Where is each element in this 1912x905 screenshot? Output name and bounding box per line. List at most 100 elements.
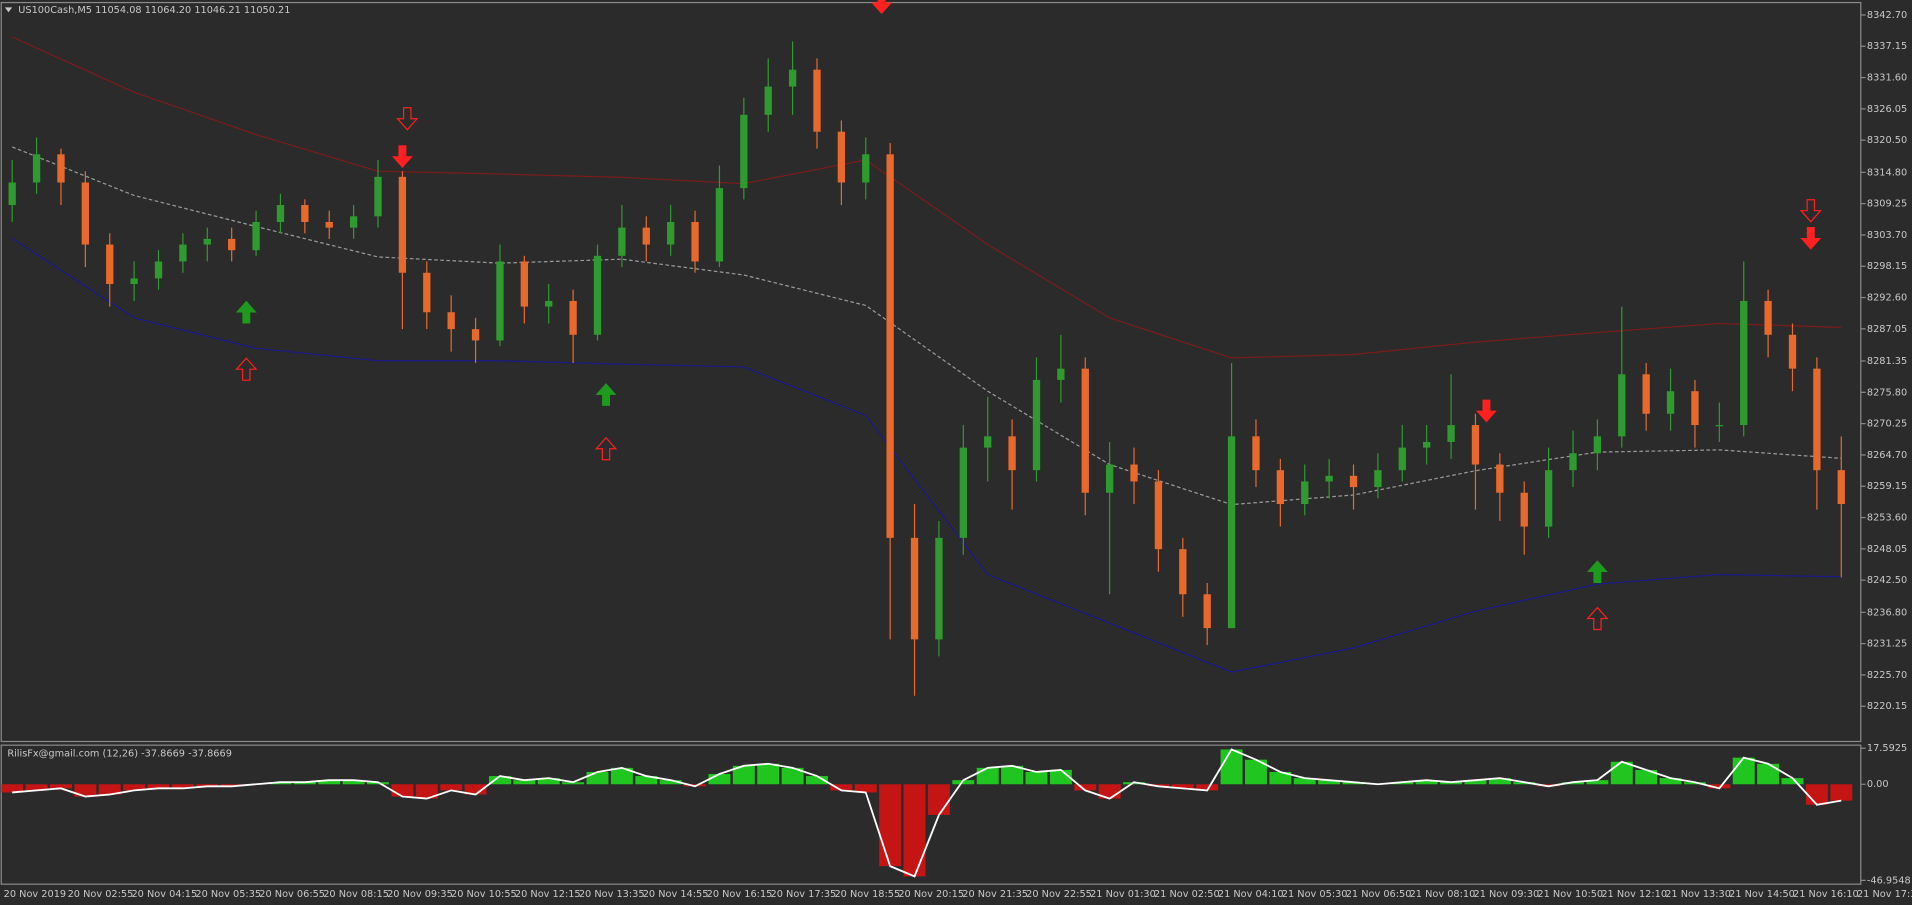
x-tick-label: 21 Nov 02:50 bbox=[1154, 889, 1220, 900]
signal-arrow bbox=[235, 357, 258, 381]
candle-body bbox=[935, 537, 943, 640]
candle-body bbox=[1154, 481, 1163, 550]
candle-body bbox=[1105, 464, 1114, 493]
signal-arrow bbox=[1800, 227, 1822, 250]
candle-body bbox=[984, 436, 992, 448]
candle-body bbox=[154, 261, 163, 279]
candle-body bbox=[57, 154, 65, 183]
x-tick-label: 21 Nov 10:50 bbox=[1537, 889, 1603, 900]
signal-arrow bbox=[396, 107, 419, 131]
candle-body bbox=[1544, 470, 1553, 527]
menu-triangle[interactable] bbox=[4, 7, 13, 13]
x-tick-label: 20 Nov 20:15 bbox=[898, 889, 964, 900]
candle-body bbox=[349, 216, 358, 228]
y-tick-label: 8320.50 bbox=[1867, 135, 1907, 146]
histogram-bar bbox=[98, 784, 121, 795]
y-tick-label: 8331.60 bbox=[1867, 73, 1907, 84]
histogram-bar bbox=[659, 780, 682, 785]
y-tick-label: 17.5925 bbox=[1867, 743, 1907, 754]
candle-body bbox=[398, 176, 407, 273]
histogram-bar bbox=[1293, 778, 1316, 785]
histogram-bar bbox=[1708, 784, 1731, 789]
candle-body bbox=[106, 244, 114, 285]
candle-body bbox=[520, 261, 528, 307]
candle-body bbox=[1032, 379, 1041, 471]
candle-body bbox=[179, 244, 187, 262]
candle-body bbox=[1423, 441, 1431, 448]
histogram-bar bbox=[1635, 769, 1658, 785]
y-tick-label: 8231.25 bbox=[1867, 639, 1907, 650]
histogram-bar bbox=[1171, 784, 1194, 789]
candle-body bbox=[642, 227, 650, 245]
histogram-bar bbox=[1, 784, 24, 793]
candle-body bbox=[496, 261, 504, 341]
x-tick-label: 21 Nov 14:50 bbox=[1729, 889, 1795, 900]
x-tick-label: 20 Nov 12:15 bbox=[515, 889, 581, 900]
histogram-bar bbox=[830, 784, 853, 791]
candle-body bbox=[32, 154, 41, 183]
x-tick-label: 21 Nov 09:30 bbox=[1474, 889, 1540, 900]
histogram-bar bbox=[1562, 782, 1584, 785]
x-tick-label: 20 Nov 16:15 bbox=[707, 889, 773, 900]
candle-body bbox=[325, 221, 333, 228]
candle-body bbox=[1179, 549, 1187, 595]
candle-body bbox=[1276, 470, 1285, 505]
x-tick-label: 20 Nov 10:55 bbox=[451, 889, 517, 900]
histogram-bar bbox=[123, 784, 146, 791]
candle-body bbox=[959, 447, 967, 538]
histogram-bar bbox=[220, 784, 243, 787]
x-tick-label: 20 Nov 05:35 bbox=[195, 889, 261, 900]
histogram-bar bbox=[635, 776, 658, 785]
x-tick-label: 21 Nov 05:30 bbox=[1282, 889, 1348, 900]
histogram-bar bbox=[1488, 778, 1511, 785]
histogram-bar bbox=[440, 784, 463, 791]
candle-body bbox=[1227, 436, 1236, 629]
signal-arrow bbox=[1475, 399, 1497, 423]
y-tick-label: 8337.15 bbox=[1867, 41, 1907, 52]
y-tick-label: 8270.25 bbox=[1867, 419, 1907, 430]
candle-body bbox=[1349, 475, 1358, 488]
y-tick-label: 8287.05 bbox=[1867, 324, 1907, 335]
x-tick-label: 20 Nov 18:55 bbox=[834, 889, 900, 900]
candle-body bbox=[618, 227, 626, 256]
histogram-bar bbox=[1342, 782, 1365, 785]
y-tick-label: 8225.70 bbox=[1867, 670, 1907, 681]
histogram-bar bbox=[1757, 763, 1780, 785]
candle-body bbox=[1569, 453, 1577, 471]
histogram-bar bbox=[1001, 765, 1024, 785]
histogram-bar bbox=[806, 776, 828, 785]
histogram-bar bbox=[1586, 780, 1609, 785]
x-tick-label: 21 Nov 04:10 bbox=[1218, 889, 1284, 900]
candle-body bbox=[1471, 425, 1480, 465]
y-tick-label: 8259.15 bbox=[1867, 481, 1907, 492]
candle-body bbox=[1666, 391, 1675, 414]
histogram-bar bbox=[1269, 771, 1292, 785]
x-tick-label: 20 Nov 09:35 bbox=[387, 889, 453, 900]
histogram-bar bbox=[1074, 784, 1097, 791]
histogram-bar bbox=[1537, 784, 1560, 787]
x-tick-label: 21 Nov 13:30 bbox=[1665, 889, 1731, 900]
oscillator-title: RilisFx@gmail.com (12,26) -37.8669 -37.8… bbox=[7, 749, 232, 760]
x-tick-label: 21 Nov 06:50 bbox=[1346, 889, 1412, 900]
candle-body bbox=[1252, 436, 1260, 471]
y-tick-label: 8309.25 bbox=[1867, 199, 1907, 210]
histogram-bar bbox=[171, 784, 194, 789]
candle-body bbox=[1496, 464, 1504, 493]
candle-body bbox=[1618, 374, 1626, 437]
candle-body bbox=[886, 154, 894, 538]
histogram-bar bbox=[757, 763, 780, 785]
candle-body bbox=[691, 221, 699, 262]
histogram-bar bbox=[1220, 749, 1243, 785]
histogram-bar bbox=[464, 784, 487, 795]
x-tick-label: 21 Nov 16:10 bbox=[1793, 889, 1859, 900]
x-tick-label: 20 Nov 08:15 bbox=[323, 889, 389, 900]
histogram-bar bbox=[537, 778, 560, 785]
histogram-bar bbox=[1440, 782, 1463, 785]
histogram-bar bbox=[879, 784, 902, 867]
signal-arrow bbox=[595, 383, 617, 406]
x-tick-label: 21 Nov 17:30 bbox=[1857, 889, 1912, 900]
candle-body bbox=[740, 114, 748, 189]
histogram-bar bbox=[1732, 757, 1755, 785]
